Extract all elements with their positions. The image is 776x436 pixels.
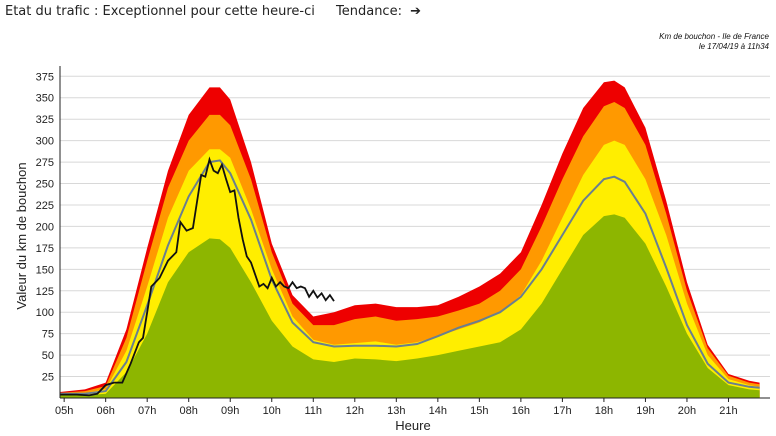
y-tick-label-300: 300 xyxy=(36,136,54,148)
tendance-indicator: Tendance: ➔ xyxy=(336,4,421,19)
x-tick-label-07h: 07h xyxy=(138,405,156,417)
x-tick-label-18h: 18h xyxy=(595,405,613,417)
chart-title: Km de bouchon - Ile de France xyxy=(659,32,769,41)
traffic-status: Exceptionnel pour cette heure-ci xyxy=(102,4,315,19)
tendance-label: Tendance: xyxy=(336,4,402,19)
x-tick-label-05h: 05h xyxy=(55,405,73,417)
x-tick-label-09h: 09h xyxy=(221,405,239,417)
y-axis-label: Valeur du km de bouchon xyxy=(14,162,29,309)
x-tick-label-20h: 20h xyxy=(678,405,696,417)
y-tick-label-100: 100 xyxy=(36,307,54,319)
traffic-label: Etat du trafic : xyxy=(5,4,99,19)
y-tick-label-350: 350 xyxy=(36,93,54,105)
today-line xyxy=(60,156,335,397)
chart-title-block: Km de bouchon - Ile de France le 17/04/1… xyxy=(659,32,769,52)
y-tick-label-25: 25 xyxy=(42,372,54,384)
x-tick-label-06h: 06h xyxy=(96,405,114,417)
y-tick-label-75: 75 xyxy=(42,329,54,341)
x-tick-label-10h: 10h xyxy=(263,405,281,417)
arrow-right-icon: ➔ xyxy=(410,4,421,19)
x-tick-label-21h: 21h xyxy=(719,405,737,417)
axes: 25 50 75 100 125 150 175 200 225 250 275 300 325 350 3… xyxy=(36,66,770,417)
x-tick-label-16h: 16h xyxy=(512,405,530,417)
average-line xyxy=(60,159,760,395)
y-tick-label-250: 250 xyxy=(36,179,54,191)
traffic-status-line: Etat du trafic : Exceptionnel pour cette… xyxy=(5,4,315,19)
x-tick-label-13h: 13h xyxy=(387,405,405,417)
x-axis-label: Heure xyxy=(395,418,430,433)
x-tick-label-14h: 14h xyxy=(429,405,447,417)
y-tick-label-325: 325 xyxy=(36,114,54,126)
y-tick-label-150: 150 xyxy=(36,264,54,276)
y-tick-label-50: 50 xyxy=(42,350,54,362)
x-tick-label-15h: 15h xyxy=(470,405,488,417)
area-green xyxy=(60,214,760,398)
chart-subtitle: le 17/04/19 à 11h34 xyxy=(698,42,769,51)
area-bands xyxy=(60,80,760,398)
y-tick-label-225: 225 xyxy=(36,200,54,212)
x-tick-label-19h: 19h xyxy=(636,405,654,417)
series-lines xyxy=(60,156,760,397)
y-tick-label-200: 200 xyxy=(36,221,54,233)
y-tick-label-125: 125 xyxy=(36,286,54,298)
y-tick-label-275: 275 xyxy=(36,157,54,169)
x-tick-label-08h: 08h xyxy=(180,405,198,417)
y-tick-label-375: 375 xyxy=(36,71,54,83)
x-tick-label-12h: 12h xyxy=(346,405,364,417)
x-tick-label-17h: 17h xyxy=(553,405,571,417)
y-tick-label-175: 175 xyxy=(36,243,54,255)
x-tick-label-11h: 11h xyxy=(305,405,323,417)
